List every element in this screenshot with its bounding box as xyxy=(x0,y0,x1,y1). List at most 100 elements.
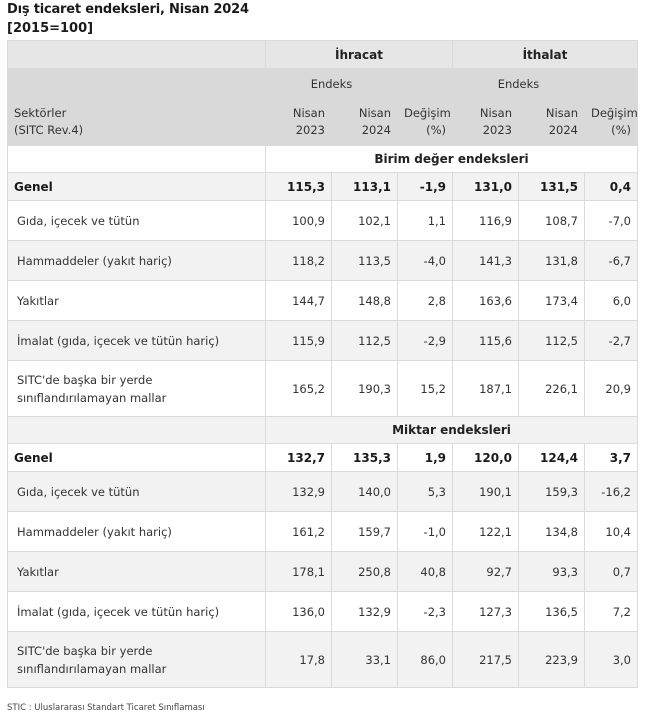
header-col-5: Nisan 2024 xyxy=(518,98,585,146)
cell: 108,7 xyxy=(518,200,585,241)
header-row-subgroups: Endeks Endeks xyxy=(7,68,638,99)
cell: 40,8 xyxy=(397,551,453,592)
row-label: SITC'de başka bir yerde sınıflandırılama… xyxy=(7,631,266,688)
cell: 131,8 xyxy=(518,240,585,281)
cell: -2,7 xyxy=(584,320,638,361)
cell: 115,6 xyxy=(452,320,519,361)
cell: 20,9 xyxy=(584,360,638,417)
table-row: SITC'de başka bir yerde sınıflandırılama… xyxy=(7,631,638,688)
row-label: SITC'de başka bir yerde sınıflandırılama… xyxy=(7,360,266,417)
header-row-groups: İhracat İthalat xyxy=(7,40,638,69)
cell: 17,8 xyxy=(265,631,332,688)
cell: 173,4 xyxy=(518,280,585,321)
row-label: Genel xyxy=(7,172,266,201)
section-header-unit-value: Birim değer endeksleri xyxy=(7,145,638,173)
header-exports: İhracat xyxy=(265,40,453,69)
row-label: İmalat (gıda, içecek ve tütün hariç) xyxy=(7,591,266,632)
cell: 116,9 xyxy=(452,200,519,241)
cell: 5,3 xyxy=(397,471,453,512)
cell: 163,6 xyxy=(452,280,519,321)
cell: 141,3 xyxy=(452,240,519,281)
cell: 190,3 xyxy=(331,360,398,417)
cell: 113,5 xyxy=(331,240,398,281)
cell: 131,0 xyxy=(452,172,519,201)
cell: -1,9 xyxy=(397,172,453,201)
cell: 113,1 xyxy=(331,172,398,201)
section-empty-cell xyxy=(7,416,266,444)
header-col-1: Nisan 2023 xyxy=(265,98,332,146)
cell: -16,2 xyxy=(584,471,638,512)
cell: 127,3 xyxy=(452,591,519,632)
table-row: Hammaddeler (yakıt hariç) 161,2 159,7 -1… xyxy=(7,511,638,552)
row-label: Gıda, içecek ve tütün xyxy=(7,471,266,512)
row-label: Yakıtlar xyxy=(7,280,266,321)
cell: 15,2 xyxy=(397,360,453,417)
base-year-note: [2015=100] xyxy=(7,21,94,36)
cell: -7,0 xyxy=(584,200,638,241)
header-sectors: Sektörler (SITC Rev.4) xyxy=(7,98,266,146)
cell: 136,0 xyxy=(265,591,332,632)
header-imports: İthalat xyxy=(452,40,638,69)
row-label: Hammaddeler (yakıt hariç) xyxy=(7,240,266,281)
cell: 165,2 xyxy=(265,360,332,417)
header-row-columns: Sektörler (SITC Rev.4) Nisan 2023 Nisan 202… xyxy=(7,98,638,146)
table-row: Hammaddeler (yakıt hariç) 118,2 113,5 -4… xyxy=(7,240,638,281)
cell: 124,4 xyxy=(518,443,585,472)
table-row: Yakıtlar 178,1 250,8 40,8 92,7 93,3 0,7 xyxy=(7,551,638,592)
cell: 1,9 xyxy=(397,443,453,472)
cell: 159,7 xyxy=(331,511,398,552)
cell: 132,7 xyxy=(265,443,332,472)
cell: 0,4 xyxy=(584,172,638,201)
cell: 6,0 xyxy=(584,280,638,321)
cell: 3,7 xyxy=(584,443,638,472)
cell: 223,9 xyxy=(518,631,585,688)
cell: -1,0 xyxy=(397,511,453,552)
cell: 115,9 xyxy=(265,320,332,361)
section-title: Birim değer endeksleri xyxy=(265,145,638,173)
cell: 161,2 xyxy=(265,511,332,552)
cell: 132,9 xyxy=(265,471,332,512)
cell: 250,8 xyxy=(331,551,398,592)
section-empty-cell xyxy=(7,145,266,173)
cell: 10,4 xyxy=(584,511,638,552)
cell: 148,8 xyxy=(331,280,398,321)
cell: 112,5 xyxy=(331,320,398,361)
cell: 159,3 xyxy=(518,471,585,512)
cell: 86,0 xyxy=(397,631,453,688)
cell: 0,7 xyxy=(584,551,638,592)
row-label: Gıda, içecek ve tütün xyxy=(7,200,266,241)
cell: 3,0 xyxy=(584,631,638,688)
cell: 7,2 xyxy=(584,591,638,632)
cell: 92,7 xyxy=(452,551,519,592)
cell: 226,1 xyxy=(518,360,585,417)
cell: 135,3 xyxy=(331,443,398,472)
cell: 132,9 xyxy=(331,591,398,632)
table-row-total: Genel 115,3 113,1 -1,9 131,0 131,5 0,4 xyxy=(7,172,638,201)
cell: 1,1 xyxy=(397,200,453,241)
section-title: Miktar endeksleri xyxy=(265,416,638,444)
cell: -4,0 xyxy=(397,240,453,281)
header-exports-index: Endeks xyxy=(265,68,398,99)
header-col-2: Nisan 2024 xyxy=(331,98,398,146)
cell: 112,5 xyxy=(518,320,585,361)
cell: 100,9 xyxy=(265,200,332,241)
header-col-6: Değişim (%) xyxy=(584,98,638,146)
header-empty-cell xyxy=(584,68,638,99)
row-label: İmalat (gıda, içecek ve tütün hariç) xyxy=(7,320,266,361)
cell: 190,1 xyxy=(452,471,519,512)
cell: -6,7 xyxy=(584,240,638,281)
table-title: Dış ticaret endeksleri, Nisan 2024 xyxy=(7,2,249,17)
cell: 178,1 xyxy=(265,551,332,592)
cell: 187,1 xyxy=(452,360,519,417)
row-label: Genel xyxy=(7,443,266,472)
header-empty-cell xyxy=(7,68,266,99)
cell: -2,3 xyxy=(397,591,453,632)
cell: 131,5 xyxy=(518,172,585,201)
row-label: Hammaddeler (yakıt hariç) xyxy=(7,511,266,552)
cell: 136,5 xyxy=(518,591,585,632)
header-col-3: Değişim (%) xyxy=(397,98,453,146)
cell: 140,0 xyxy=(331,471,398,512)
trade-index-table: İhracat İthalat Endeks Endeks Sektörler(… xyxy=(7,40,638,688)
cell: 115,3 xyxy=(265,172,332,201)
row-label: Yakıtlar xyxy=(7,551,266,592)
